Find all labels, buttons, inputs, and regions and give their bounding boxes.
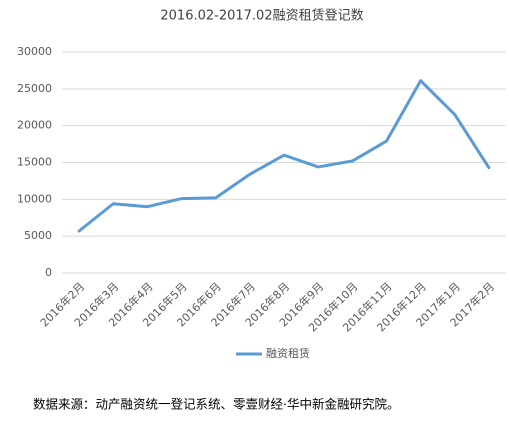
- y-tick-label: 10000: [17, 192, 52, 205]
- y-tick-label: 20000: [17, 119, 52, 132]
- chart-title: 2016.02-2017.02融资租赁登记数: [160, 9, 363, 24]
- y-tick-label: 15000: [17, 156, 52, 169]
- y-tick-label: 5000: [24, 229, 52, 242]
- source-note: 数据来源：动产融资统一登记系统、零壹财经·华中新金融研究院。: [33, 397, 399, 412]
- y-tick-label: 25000: [17, 82, 52, 95]
- y-tick-label: 30000: [17, 45, 52, 58]
- y-tick-label: 0: [45, 266, 52, 279]
- data-line: [77, 79, 491, 233]
- legend-label: 融资租赁: [266, 346, 310, 360]
